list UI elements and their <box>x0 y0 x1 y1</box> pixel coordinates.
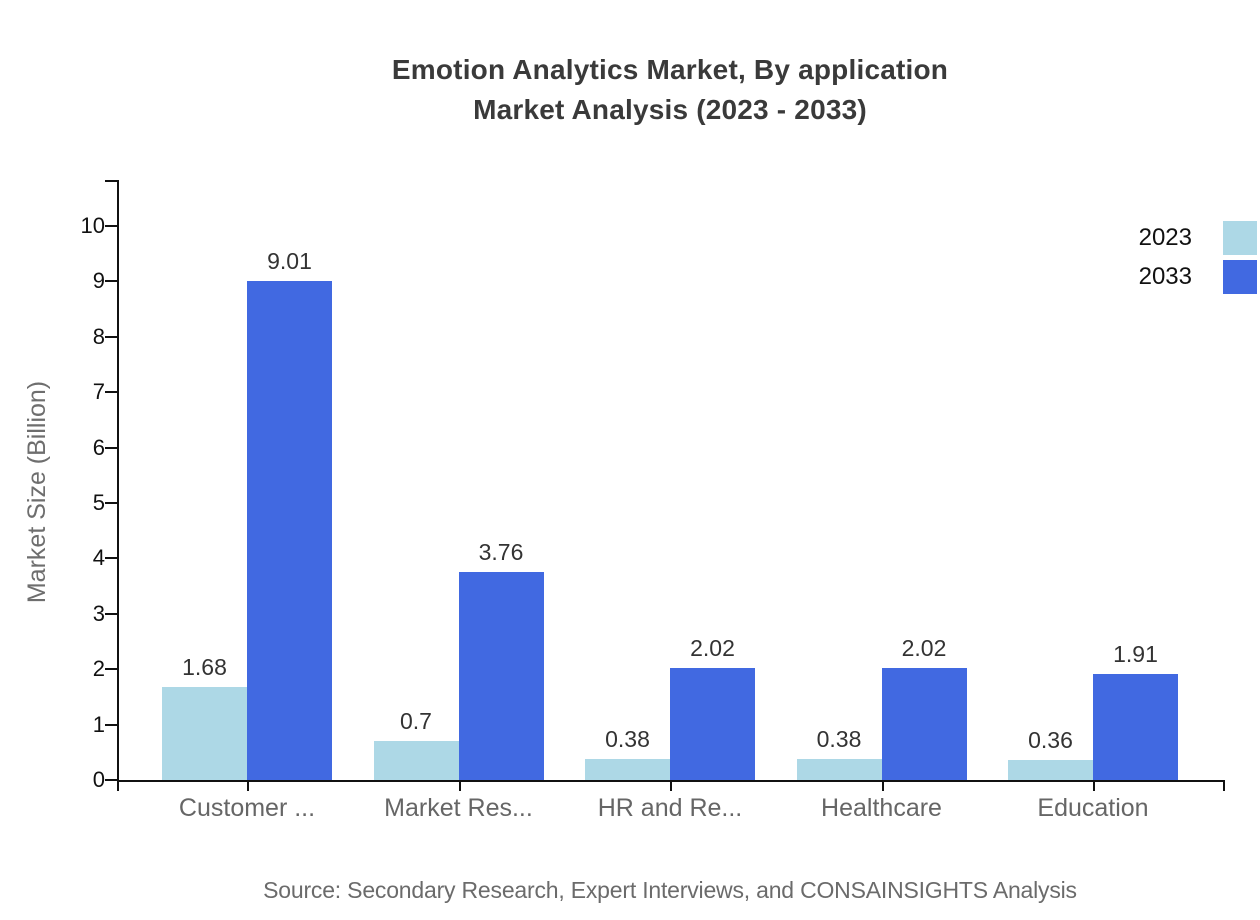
legend-label-2023: 2023 <box>1138 224 1192 251</box>
legend-swatch-2033 <box>1223 260 1257 294</box>
x-axis-tick <box>1223 780 1225 791</box>
y-axis-line <box>117 180 119 782</box>
y-tick-label: 6 <box>92 434 105 460</box>
y-axis-tick <box>105 502 117 504</box>
bar-2033-2 <box>670 668 755 780</box>
bar-2033-0 <box>247 280 332 780</box>
bar-2033-3 <box>881 668 967 780</box>
y-axis-tick <box>105 446 117 449</box>
y-axis-tick <box>105 391 117 394</box>
value-label-2023-0: 1.68 <box>182 653 227 680</box>
x-axis-tick <box>458 780 461 791</box>
value-label-2023-4: 0.36 <box>1028 727 1073 754</box>
legend-swatch-2023 <box>1223 221 1257 255</box>
value-label-2023-2: 0.38 <box>605 725 650 752</box>
x-category-label: Education <box>1037 794 1149 822</box>
y-axis-tick <box>105 668 117 671</box>
y-axis-tick <box>105 225 117 227</box>
x-category-label: Market Res... <box>384 794 533 822</box>
value-label-2033-4: 1.91 <box>1113 641 1158 668</box>
value-label-2023-3: 0.38 <box>816 725 862 752</box>
y-tick-label: 3 <box>92 600 105 626</box>
y-axis-tick <box>105 779 117 781</box>
y-axis-tick <box>105 280 117 283</box>
x-category-label: HR and Re... <box>597 794 743 822</box>
y-axis-tick <box>105 612 117 615</box>
y-tick-label: 5 <box>92 490 105 515</box>
y-tick-label: 4 <box>92 545 105 571</box>
bar-2033-4 <box>1093 674 1178 780</box>
bar-2023-4 <box>1008 760 1093 780</box>
x-category-label: Healthcare <box>821 794 942 822</box>
chart-title-line2: Market Analysis (2023 - 2033) <box>473 94 867 125</box>
value-label-2033-0: 9.01 <box>267 247 312 274</box>
source-note: Source: Secondary Research, Expert Inter… <box>263 877 1077 903</box>
y-axis-tick <box>105 335 117 338</box>
y-tick-label: 9 <box>92 268 105 294</box>
y-tick-label: 0 <box>92 767 105 792</box>
x-axis-tick <box>247 780 249 791</box>
value-label-2033-3: 2.02 <box>901 635 947 662</box>
x-axis-tick <box>117 780 119 791</box>
bar-2033-1 <box>458 571 544 780</box>
x-axis-tick <box>881 780 884 791</box>
bar-2023-2 <box>585 758 670 780</box>
y-tick-label: 7 <box>92 379 105 405</box>
y-axis-end-tick <box>105 180 117 182</box>
y-tick-label: 2 <box>92 656 105 682</box>
y-tick-label: 1 <box>92 711 105 737</box>
y-tick-label: 10 <box>80 213 105 238</box>
value-label-2023-1: 0.7 <box>400 708 432 735</box>
bar-2023-3 <box>796 758 882 780</box>
legend-label-2033: 2033 <box>1138 263 1192 290</box>
bar-2023-1 <box>373 741 459 780</box>
y-axis-tick <box>105 723 117 726</box>
x-category-label: Customer ... <box>178 794 316 822</box>
y-axis-tick <box>105 557 117 560</box>
bar-2023-0 <box>162 686 247 780</box>
x-axis-tick <box>1093 780 1095 791</box>
y-tick-label: 8 <box>92 323 105 349</box>
x-axis-tick <box>670 780 672 791</box>
value-label-2033-2: 2.02 <box>690 635 735 662</box>
chart-title: Emotion Analytics Market, By application… <box>140 50 1200 130</box>
value-label-2033-1: 3.76 <box>478 538 524 565</box>
chart-title-line1: Emotion Analytics Market, By application <box>391 54 949 85</box>
